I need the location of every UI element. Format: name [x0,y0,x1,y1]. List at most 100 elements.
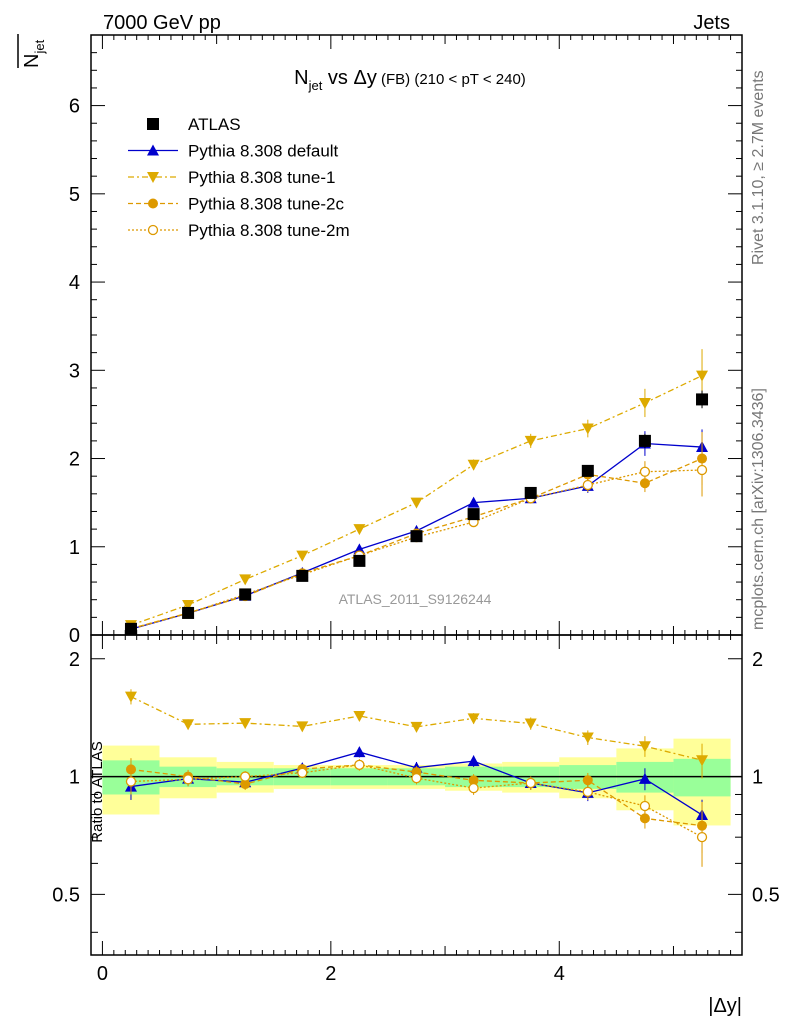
analysis-watermark: ATLAS_2011_S9126244 [339,591,492,607]
ratio-tick-label-right: 1 [752,767,763,789]
ratio-point [353,710,366,722]
ratio-point [467,755,480,767]
y-tick-label: 4 [69,272,80,294]
series-point [239,574,252,586]
ratio-point [182,719,195,731]
data-point [638,434,651,447]
legend-label: ATLAS [188,115,241,134]
series-point [353,524,366,536]
y-tick-label: 0 [69,625,80,647]
x-tick-label: 2 [325,963,336,985]
ratio-point [524,718,537,730]
ratio-tick-label-left: 1 [69,767,80,789]
series-point [410,497,423,509]
ratio-point [410,721,423,733]
ratio-series-4 [125,759,708,867]
series-point [696,464,708,476]
legend-marker [148,198,158,209]
legend-marker [147,172,159,183]
title-n-subscript: jet [308,78,323,93]
header-process-label: Jets [693,12,730,34]
ratio-point [638,772,651,784]
legend-label: Pythia 8.308 default [188,142,339,161]
ratio-point [124,691,137,703]
ratio-point [639,813,650,824]
data-point [410,530,423,543]
x-axis-label: |Δy| [708,995,742,1017]
series-point [638,397,651,409]
x-tick-label: 0 [97,963,108,985]
legend-entry: Pythia 8.308 tune-2c [128,195,344,214]
ratio-line [130,696,703,761]
y-tick-label: 6 [69,96,80,118]
ratio-point [582,775,593,786]
ratio-tick-label-right: 0.5 [752,884,780,906]
data-point [182,606,195,619]
data-point [581,464,594,477]
legend-label: Pythia 8.308 tune-1 [188,168,335,187]
y-axis-label: Njet [17,34,47,68]
ratio-point [182,774,194,785]
data-point [124,622,137,635]
x-tick-label: 4 [554,963,565,985]
legend-marker [147,224,159,236]
legend-entry: Pythia 8.308 tune-2m [128,221,350,240]
ratio-line [130,764,703,838]
series-point [639,466,651,477]
series-point [639,478,650,489]
ratio-point [411,772,422,784]
y-tick-label: 5 [69,184,80,206]
legend-label: Pythia 8.308 tune-2m [188,221,350,240]
data-point [296,569,309,582]
header-energy-label: 7000 GeV pp [103,12,221,34]
ratio-point [296,721,309,733]
y-tick-label: 2 [69,449,80,471]
ylabel-n: N [21,54,43,68]
ratio-point [696,755,709,767]
main-panel: 0 1 2 3 4 5 6 [69,34,743,647]
legend-entry: Pythia 8.308 tune-1 [128,168,335,187]
ratio-point [125,776,137,787]
ratio-point [468,782,479,794]
ratio-tick-label-left: 0.5 [52,884,80,906]
ratio-ticks: 0.5 0.5 1 1 2 2 [52,649,780,933]
data-point [467,508,480,521]
series-point [524,435,537,447]
rivet-version-label: Rivet 3.1.10, ≥ 2.7M events [750,70,767,265]
ratio-frame [90,634,743,956]
ratio-point [582,786,593,798]
series-point [582,479,593,491]
y-tick-label: 3 [69,360,80,382]
ratio-point [638,741,651,753]
mcplots-reference-label: mcplots.cern.ch [arXiv:1306.3436] [750,388,767,630]
series-point [182,600,195,611]
legend: ATLAS Pythia 8.308 default Pythia 8.308 tu… [128,115,350,240]
ratio-point [468,775,479,786]
svg-text:Njet: Njet [21,39,47,68]
ratio-point [239,718,252,730]
ratio-axis-label: Ratio to ATLAS [89,741,106,842]
x-ticks: 0 2 4 [97,35,732,985]
title-vs: vs [322,67,353,89]
ratio-point [240,771,251,782]
ratio-series-2 [124,689,709,779]
data-point [696,393,709,406]
title-pt-cut: (210 < pT < 240) [410,71,526,88]
ratio-point [353,746,366,758]
title-delta-y: Δy [353,67,376,89]
ratio-point [525,777,536,789]
legend-label: Pythia 8.308 tune-2c [188,195,344,214]
y-ticks: 0 1 2 3 4 5 6 [69,34,742,647]
title-n: N [294,67,308,89]
ratio-tick-label-left: 2 [69,649,80,671]
ratio-point [240,779,251,790]
main-title: Njet vs Δy (FB) (210 < pT < 240) [294,67,526,93]
ylabel-subscript: jet [32,39,47,54]
legend-entry: Pythia 8.308 default [128,142,339,161]
data-point [239,588,252,601]
legend-marker [147,144,159,156]
series-point [696,370,709,382]
series-point [296,550,309,562]
series-2 [124,349,709,632]
